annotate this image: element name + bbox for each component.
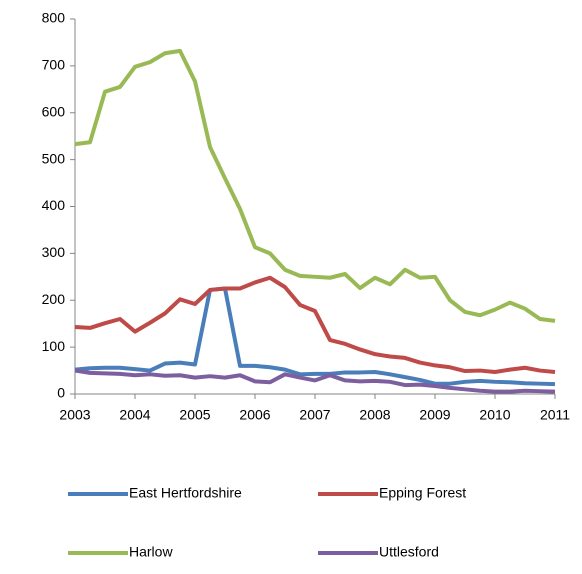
y-tick-label: 200 [42, 291, 66, 307]
series-line [74, 368, 556, 394]
x-tick-label: 2004 [119, 407, 150, 423]
x-tick-label: 2011 [540, 407, 570, 423]
legend-label: Harlow [129, 544, 173, 560]
y-tick-label: 500 [42, 150, 66, 166]
y-tick-label: 0 [57, 385, 65, 401]
legend-label: East Hertfordshire [129, 485, 242, 501]
y-tick-label: 100 [42, 338, 66, 354]
x-tick-label: 2007 [299, 407, 330, 423]
y-tick-label: 700 [42, 57, 66, 73]
legend-label: Uttlesford [379, 544, 439, 560]
series-line [74, 48, 556, 323]
x-tick-label: 2006 [239, 407, 270, 423]
y-tick-label: 800 [42, 10, 66, 26]
x-tick-label: 2008 [359, 407, 390, 423]
x-tick-label: 2005 [179, 407, 210, 423]
x-tick-label: 2009 [419, 407, 450, 423]
series-line [74, 275, 556, 374]
y-tick-label: 400 [42, 197, 66, 213]
legend-label: Epping Forest [379, 485, 466, 501]
series-line [74, 286, 556, 387]
y-tick-label: 600 [42, 103, 66, 119]
x-tick-label: 2003 [59, 407, 90, 423]
x-tick-label: 2010 [479, 407, 510, 423]
y-tick-label: 300 [42, 244, 66, 260]
